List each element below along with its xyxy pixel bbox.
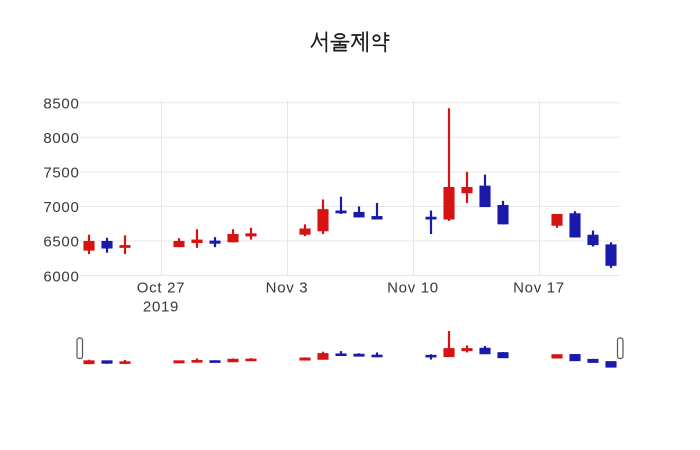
svg-text:7500: 7500 [43, 165, 79, 182]
svg-text:Nov 17: Nov 17 [513, 280, 565, 297]
svg-text:6500: 6500 [43, 234, 79, 251]
svg-text:2019: 2019 [143, 299, 179, 316]
svg-text:Oct 27: Oct 27 [137, 280, 185, 297]
svg-text:8500: 8500 [43, 96, 79, 113]
svg-text:8000: 8000 [43, 130, 79, 147]
svg-text:Nov 3: Nov 3 [266, 280, 309, 297]
svg-text:Nov 10: Nov 10 [387, 280, 439, 297]
svg-text:6000: 6000 [43, 268, 79, 285]
svg-text:7000: 7000 [43, 199, 79, 216]
